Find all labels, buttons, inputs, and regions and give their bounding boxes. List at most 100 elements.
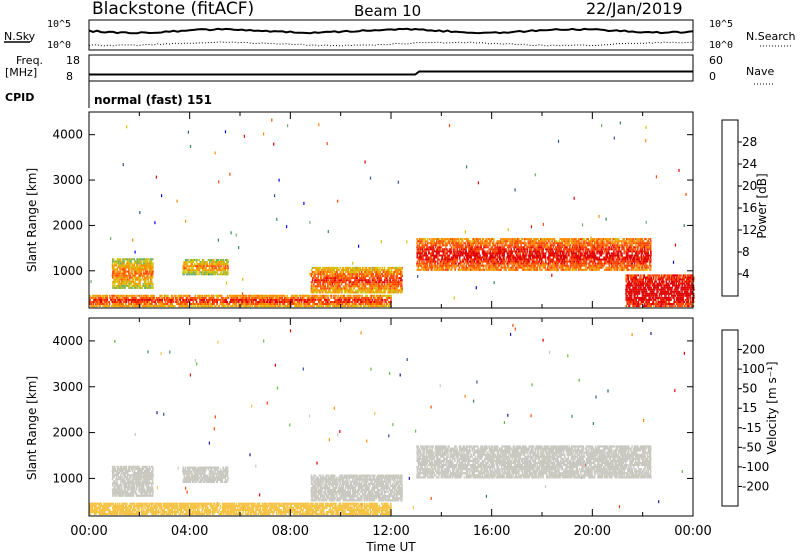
scatter-point-1-21 (255, 464, 257, 468)
scatter-point-0-68 (672, 260, 675, 264)
power-y-ticks: 4000 3000 2000 1000 (52, 128, 693, 278)
scatter-point-1-0 (249, 453, 251, 457)
scatter-point-0-80 (243, 134, 245, 138)
y-tick-label-1-3: 1000 (52, 471, 83, 485)
scatter-point-1-40 (328, 438, 330, 442)
scatter-point-1-56 (618, 505, 621, 509)
scatter-point-1-70 (114, 339, 116, 343)
scatter-point-1-72 (213, 427, 215, 431)
scatter-point-1-61 (406, 358, 408, 361)
noise-sky-line (88, 27, 694, 35)
scatter-point-1-82 (683, 351, 685, 355)
scatter-point-0-8 (132, 238, 134, 242)
scatter-point-0-35 (224, 130, 227, 134)
echo-region-1-0 (111, 465, 154, 497)
scatter-point-0-46 (605, 217, 607, 221)
scatter-point-0-76 (655, 175, 657, 179)
scatter-point-1-9 (189, 373, 191, 377)
y-tick-label-1-1: 3000 (52, 380, 83, 394)
noise-left-tick-high: 10^5 (47, 19, 71, 30)
scatter-point-1-24 (514, 327, 516, 331)
scatter-point-1-25 (289, 423, 291, 427)
scatter-point-1-5 (503, 421, 505, 425)
time-tick-label-3: 12:00 (372, 524, 409, 539)
freq-label-line2: [MHz] (5, 66, 37, 79)
date-title: 22/Jan/2019 (586, 0, 683, 18)
velocity-colorbar: 200 100 50 15 -15 -50 -100 -200 (721, 329, 769, 507)
scatter-point-0-56 (286, 225, 288, 229)
velocity-panel: 4000 3000 2000 1000 Slant Range [km] 200 100… (25, 317, 779, 517)
scatter-point-1-88 (507, 413, 509, 417)
power-colorbar-label: Power [dB] (755, 173, 769, 238)
colorbar-tick-1-2: 50 (742, 382, 757, 396)
scatter-point-1-71 (169, 350, 171, 354)
scatter-point-0-78 (263, 132, 265, 136)
velocity-x-tick-marks (88, 318, 694, 516)
velocity-colorbar-label: Velocity [m s⁻¹] (765, 361, 779, 454)
scatter-point-1-73 (177, 466, 179, 470)
scatter-point-0-1 (683, 224, 685, 228)
y-tick-label-0-1: 3000 (52, 173, 83, 187)
scatter-point-1-79 (530, 414, 532, 418)
beam-title: Beam 10 (354, 2, 421, 20)
colorbar-tick-0-2: 20 (742, 179, 757, 193)
cpid-mode: normal (fast) 151 (94, 93, 212, 107)
scatter-point-1-81 (147, 350, 149, 354)
scatter-point-1-59 (415, 429, 417, 433)
scatter-point-0-47 (217, 238, 219, 242)
scatter-point-1-19 (430, 405, 432, 409)
echo-region-1-1 (182, 466, 229, 483)
power-x-tick-marks (88, 112, 694, 308)
power-y-axis-label: Slant Range [km] (25, 168, 39, 272)
scatter-point-1-15 (650, 332, 652, 335)
power-panel: 4000 3000 2000 1000 Slant Range [km] 28 24 20… (25, 111, 769, 309)
scatter-point-1-33 (473, 399, 475, 403)
noise-panel: N.Sky 10^5 10^0 10^5 10^0 N.Search (4, 19, 796, 51)
scatter-point-0-43 (303, 201, 305, 205)
scatter-point-1-13 (289, 329, 292, 333)
colorbar-tick-0-0: 28 (742, 135, 757, 149)
scatter-point-0-57 (331, 282, 334, 286)
scatter-point-0-38 (685, 192, 687, 196)
scatter-point-0-27 (352, 261, 354, 265)
scatter-point-1-11 (388, 434, 390, 438)
scatter-point-0-61 (514, 188, 516, 192)
scatter-point-1-7 (276, 386, 279, 390)
scatter-point-1-65 (531, 383, 533, 387)
scatter-point-0-13 (176, 199, 178, 203)
scatter-point-1-6 (607, 389, 609, 393)
scatter-point-0-16 (185, 219, 187, 223)
scatter-point-1-14 (316, 461, 318, 465)
time-axis-title: Time UT (365, 540, 416, 554)
noise-search-label: N.Search (746, 30, 796, 43)
cpid-panel: CPID normal (fast) 151 (5, 81, 212, 108)
scatter-point-1-62 (544, 485, 547, 489)
scatter-point-1-89 (302, 367, 304, 371)
scatter-point-0-2 (364, 160, 366, 164)
scatter-point-0-66 (122, 163, 124, 167)
noise-right-tick-high: 10^5 (709, 19, 733, 30)
scatter-point-1-66 (360, 331, 362, 335)
scatter-point-0-25 (271, 118, 273, 122)
colorbar-tick-0-5: 8 (742, 245, 750, 259)
scatter-point-1-75 (333, 406, 335, 410)
scatter-point-0-67 (645, 220, 647, 224)
time-tick-label-0: 00:00 (70, 524, 107, 539)
scatter-point-0-82 (337, 199, 339, 203)
scatter-point-0-15 (278, 178, 280, 182)
echo-region-0-4 (625, 274, 695, 308)
y-tick-label-0-3: 1000 (52, 264, 83, 278)
scatter-point-1-51 (214, 415, 216, 419)
scatter-point-1-47 (337, 433, 339, 437)
scatter-point-1-38 (408, 476, 410, 480)
velocity-data-layer (89, 323, 685, 516)
velocity-y-axis-label: Slant Range [km] (25, 376, 39, 480)
scatter-point-0-39 (534, 173, 536, 177)
colorbar-tick-1-3: 15 (742, 401, 757, 415)
scatter-point-0-17 (464, 230, 466, 234)
colorbar-tick-1-7: -200 (742, 479, 769, 493)
colorbar-tick-0-3: 16 (742, 201, 757, 215)
y-tick-label-1-2: 2000 (52, 426, 83, 440)
noise-right-tick-low: 10^0 (709, 40, 733, 51)
scatter-point-0-50 (139, 211, 141, 215)
